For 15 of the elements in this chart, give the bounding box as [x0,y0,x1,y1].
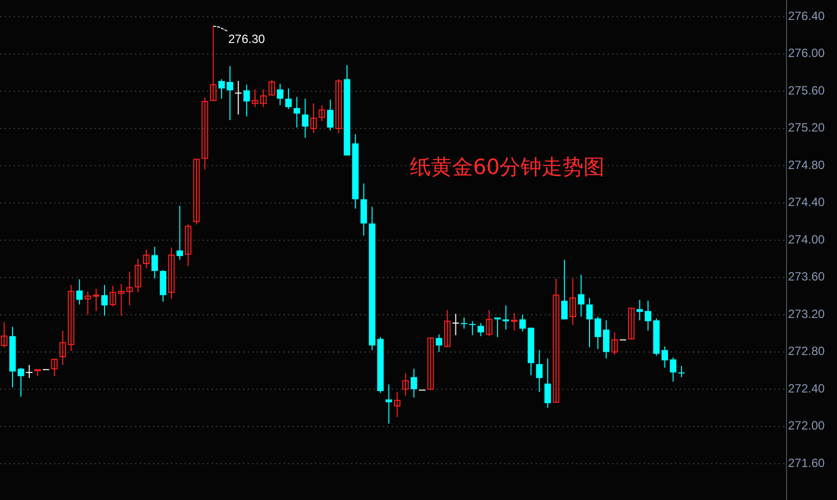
y-tick-label: 275.60 [788,83,826,98]
y-tick-label: 272.80 [788,344,826,358]
y-tick-label: 276.00 [788,46,826,60]
y-tick-label: 271.60 [788,456,826,470]
y-tick-label: 275.20 [788,120,826,135]
y-tick-label: 274.00 [788,232,826,246]
y-tick-label: 273.20 [788,306,826,321]
y-tick-label: 274.40 [788,195,826,210]
y-tick-label: 276.40 [788,8,826,23]
y-tick-label: 273.60 [788,270,826,284]
y-tick-label: 272.00 [788,418,826,433]
text: 纸黄金60分钟走势图 [410,155,605,179]
y-tick-label: 272.40 [788,381,826,396]
y-tick-label: 274.80 [788,158,826,172]
annotation: 276.30 [228,32,266,46]
